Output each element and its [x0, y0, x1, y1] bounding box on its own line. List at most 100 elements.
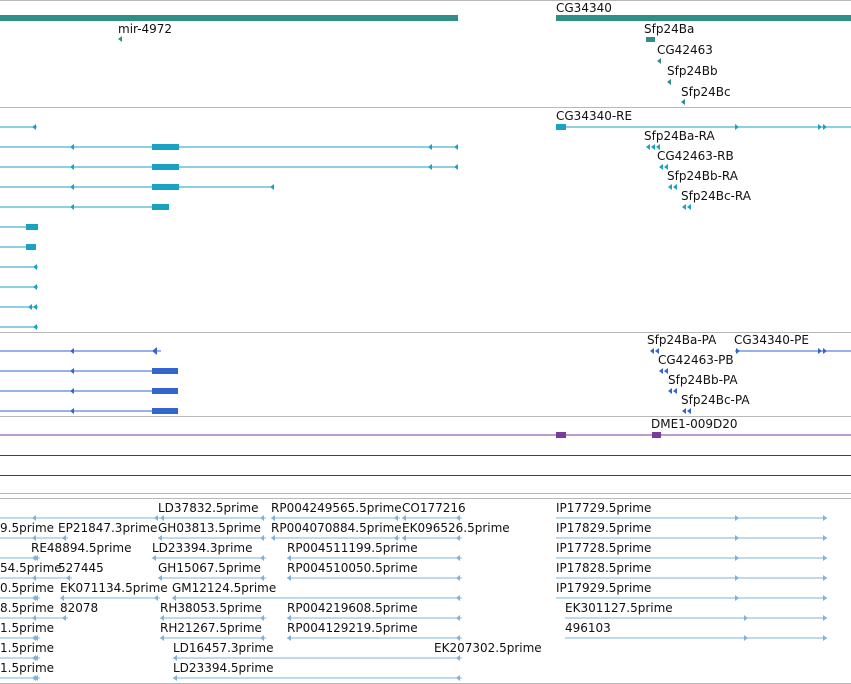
est-label[interactable]: GH15067.5prime	[158, 561, 261, 575]
est-label[interactable]: 9.5prime	[0, 521, 55, 535]
est-arrow	[823, 575, 827, 581]
est-arrow	[394, 535, 398, 541]
est-label[interactable]: EK301127.5prime	[565, 601, 673, 615]
protein-label-CG34340-PE[interactable]: CG34340-PE	[734, 333, 809, 347]
est-label[interactable]: LD23394.5prime	[173, 661, 274, 675]
est-arrow	[456, 515, 460, 521]
transcript-label-Sfp24Ba-RA[interactable]: Sfp24Ba-RA	[644, 129, 715, 143]
est-label[interactable]: RP004070884.5prime	[271, 521, 402, 535]
est-arrow	[735, 575, 739, 581]
est-label[interactable]: RE48894.5prime	[31, 541, 132, 555]
est-arrow	[260, 615, 264, 621]
transcript-arrow	[818, 124, 822, 130]
est-label[interactable]: 82078	[60, 601, 99, 615]
gene-label-Sfp24Bc[interactable]: Sfp24Bc	[681, 85, 731, 99]
est-arrow	[823, 595, 827, 601]
est-label[interactable]: EP21847.3prime	[58, 521, 158, 535]
est-arrow	[402, 515, 406, 521]
est-arrow	[34, 595, 38, 601]
est-arrow	[735, 535, 739, 541]
est-arrow	[62, 535, 66, 541]
est-label[interactable]: 8.5prime	[0, 601, 55, 615]
protein-arrow	[673, 388, 677, 394]
protein-label-CG42463-PB[interactable]: CG42463-PB	[658, 353, 734, 367]
est-arrow	[456, 575, 460, 581]
est-arrow	[260, 515, 264, 521]
gene-feature	[0, 15, 458, 21]
est-label[interactable]: EK207302.5prime	[434, 641, 542, 655]
est-label[interactable]: IP17728.5prime	[556, 541, 652, 555]
est-arrow	[823, 635, 827, 641]
transcript-arrow	[664, 164, 668, 170]
est-label[interactable]: IP17929.5prime	[556, 581, 652, 595]
gene-label-mir-4972[interactable]: mir-4972	[118, 22, 173, 36]
transcript-arrow	[33, 264, 37, 270]
est-label[interactable]: RH21267.5prime	[160, 621, 262, 635]
est-arrow	[260, 575, 264, 581]
est-arrow	[173, 675, 177, 681]
gene-label-Sfp24Ba[interactable]: Sfp24Ba	[644, 22, 695, 36]
protein-arrow	[70, 348, 74, 354]
protein-label-Sfp24Ba-PA[interactable]: Sfp24Ba-PA	[647, 333, 717, 347]
transcript-label-CG34340-RE[interactable]: CG34340-RE	[556, 109, 633, 123]
repeat-feature	[556, 432, 566, 438]
est-arrow	[735, 555, 739, 561]
transcript-arrow	[70, 184, 74, 190]
protein-label-Sfp24Bb-PA[interactable]: Sfp24Bb-PA	[668, 373, 738, 387]
transcript-arrow	[656, 144, 660, 150]
est-label[interactable]: RP004510050.5prime	[287, 561, 418, 575]
est-label[interactable]: LD37832.5prime	[158, 501, 259, 515]
est-arrow	[735, 515, 739, 521]
est-label[interactable]: 1.5prime	[0, 641, 55, 655]
gene-label-CG34340[interactable]: CG34340	[556, 1, 612, 15]
est-label[interactable]: IP17828.5prime	[556, 561, 652, 575]
est-arrow	[456, 595, 460, 601]
est-arrow	[456, 655, 460, 661]
est-label[interactable]: 1.5prime	[0, 661, 55, 675]
protein-label-Sfp24Bc-PA[interactable]: Sfp24Bc-PA	[681, 393, 750, 407]
transcript-exon	[152, 144, 179, 150]
transcript-label-Sfp24Bb-RA[interactable]: Sfp24Bb-RA	[667, 169, 738, 183]
protein-arrow	[70, 368, 74, 374]
est-label[interactable]: 0.5prime	[0, 581, 55, 595]
transcript-exon	[152, 184, 179, 190]
est-label[interactable]: CO177216	[402, 501, 466, 515]
est-label[interactable]: GM12124.5prime	[172, 581, 277, 595]
est-label[interactable]: RH38053.5prime	[160, 601, 262, 615]
transcript-label-CG42463-RB[interactable]: CG42463-RB	[657, 149, 734, 163]
est-label[interactable]: RP004219608.5prime	[287, 601, 418, 615]
est-label[interactable]: IP17829.5prime	[556, 521, 652, 535]
est-label[interactable]: RP004249565.5prime	[271, 501, 402, 515]
est-label[interactable]: IP17729.5prime	[556, 501, 652, 515]
est-label[interactable]: EK071134.5prime	[60, 581, 168, 595]
est-label[interactable]: RP004511199.5prime	[287, 541, 418, 555]
est-label[interactable]: LD16457.3prime	[173, 641, 274, 655]
gene-label-Sfp24Bb[interactable]: Sfp24Bb	[667, 64, 718, 78]
est-label[interactable]: RP004129219.5prime	[287, 621, 418, 635]
transcript-arrow	[673, 184, 677, 190]
est-arrow	[260, 555, 264, 561]
transcript-arrow	[428, 164, 432, 170]
transcript-arrow	[735, 124, 739, 130]
est-arrow	[456, 675, 460, 681]
est-label[interactable]: 1.5prime	[0, 621, 55, 635]
est-label[interactable]: GH03813.5prime	[158, 521, 261, 535]
repeat-label-DME1-009D20[interactable]: DME1-009D20	[651, 417, 738, 431]
gene-feature	[556, 15, 851, 21]
est-arrow	[456, 635, 460, 641]
transcript-arrow	[659, 164, 663, 170]
gene-feature	[681, 99, 685, 105]
est-label[interactable]: 527445	[58, 561, 104, 575]
est-label[interactable]: LD23394.3prime	[152, 541, 253, 555]
repeat-feature	[652, 432, 661, 438]
est-label[interactable]: 496103	[565, 621, 611, 635]
transcript-arrow	[823, 124, 827, 130]
est-arrow	[160, 635, 164, 641]
est-arrow	[34, 635, 38, 641]
transcript-label-Sfp24Bc-RA[interactable]: Sfp24Bc-RA	[681, 189, 751, 203]
est-label[interactable]: EK096526.5prime	[402, 521, 510, 535]
gene-label-CG42463[interactable]: CG42463	[657, 43, 713, 57]
est-arrow	[823, 555, 827, 561]
est-label[interactable]: 54.5prime	[0, 561, 62, 575]
est-arrow	[158, 575, 162, 581]
